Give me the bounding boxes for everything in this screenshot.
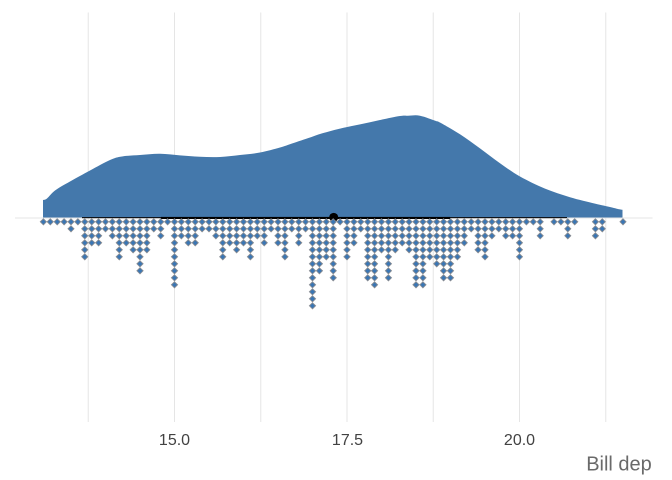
svg-text:15.0: 15.0 bbox=[159, 432, 190, 449]
svg-text:17.5: 17.5 bbox=[332, 432, 363, 449]
svg-text:20.0: 20.0 bbox=[504, 432, 535, 449]
svg-text:Bill dep: Bill dep bbox=[586, 453, 652, 475]
